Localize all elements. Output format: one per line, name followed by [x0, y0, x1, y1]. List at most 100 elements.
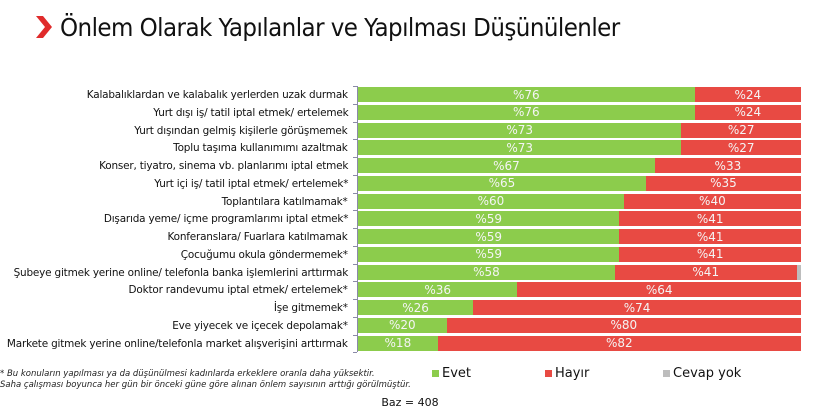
legend-item-hayir: Hayır: [545, 366, 589, 381]
stacked-bar: %26 %74: [358, 300, 801, 315]
sample-base: Baz = 408: [381, 396, 439, 409]
bar-segment-hayir: %82: [437, 335, 801, 351]
bar-segment-hayir: %40: [623, 193, 801, 209]
chevron-right-icon: [36, 16, 52, 38]
category-label: Yurt dışından gelmiş kişilerle görüşmeme…: [134, 123, 348, 137]
bar-segment-hayir: %27: [681, 140, 801, 156]
legend-label-hayir: Hayır: [555, 366, 590, 381]
legend-item-cevap-yok: Cevap yok: [663, 366, 741, 381]
bar-segment-evet: %18: [358, 335, 438, 351]
bar-segment-hayir: %41: [619, 229, 801, 244]
axis-tick: [353, 157, 357, 158]
category-label: Şubeye gitmek yerine online/ telefonla b…: [13, 265, 349, 279]
stacked-bar: %73 %27: [358, 122, 801, 138]
chart-row: Konferanslara/ Fuarlara katılmamak %59 %41: [0, 228, 820, 246]
chart-legend: Evet Hayır Cevap yok: [0, 366, 820, 382]
axis-tick: [353, 352, 357, 354]
stacked-bar: %67 %33: [358, 158, 801, 173]
axis-tick: [353, 245, 357, 247]
bar-segment-hayir: %33: [654, 158, 801, 173]
page-title: Önlem Olarak Yapılanlar ve Yapılması Düş…: [60, 12, 620, 42]
category-label: Yurt dışı iş/ tatil iptal etmek/ ertelem…: [152, 105, 348, 119]
axis-tick: [353, 174, 357, 176]
bar-segment-hayir: %27: [681, 122, 801, 138]
bar-segment-hayir: %41: [619, 211, 801, 227]
chart-row: Doktor randevumu iptal etmek/ ertelemek*…: [0, 281, 820, 299]
legend-swatch-cevap-yok: [663, 370, 670, 377]
legend-swatch-evet: [432, 370, 439, 377]
footnote-line-1: * Bu konuların yapılması ya da düşünülme…: [0, 369, 375, 379]
bar-segment-hayir: %24: [694, 104, 801, 120]
stacked-bar: %65 %35: [358, 175, 801, 191]
footnote: * Bu konuların yapılması ya da düşünülme…: [0, 369, 411, 391]
bar-segment-evet: %76: [358, 104, 695, 120]
chart-row: Toplu taşıma kullanımımı azaltmak %73 %27: [0, 139, 820, 157]
stacked-bar: %59 %41: [358, 211, 801, 227]
stacked-bar: %60 %40: [358, 193, 801, 209]
category-label: Markete gitmek yerine online/telefonla m…: [7, 336, 348, 350]
category-label: Konser, tiyatro, sinema vb. planlarımı i…: [98, 159, 348, 172]
axis-tick: [353, 210, 357, 212]
bar-segment-hayir: %64: [517, 282, 801, 298]
axis-tick: [353, 299, 357, 300]
chart-row: İşe gitmemek* %26 %74: [0, 299, 820, 317]
category-label: Kalabalıklardan ve kalabalık yerlerden u…: [86, 88, 348, 101]
stacked-bar: %59 %41: [358, 246, 801, 262]
bar-segment-hayir: %41: [619, 246, 801, 262]
bar-segment-evet: %59: [358, 246, 620, 262]
bar-segment-evet: %58: [358, 264, 615, 280]
category-label: Doktor randevumu iptal etmek/ ertelemek*: [128, 283, 348, 297]
bar-segment-cevap-yok: [796, 264, 801, 280]
category-label: Konferanslara/ Fuarlara katılmamak: [167, 230, 348, 243]
legend-item-evet: Evet: [432, 366, 471, 381]
category-label: Dışarıda yeme/ içme programlarımı iptal …: [103, 212, 349, 226]
axis-tick: [353, 121, 357, 123]
y-axis-line: [357, 86, 358, 352]
axis-tick: [353, 316, 357, 318]
chart-row: Markete gitmek yerine online/telefonla m…: [0, 335, 820, 353]
bar-segment-evet: %26: [358, 300, 474, 315]
bar-segment-hayir: %41: [614, 264, 797, 280]
bar-segment-hayir: %35: [645, 175, 801, 191]
legend-swatch-hayir: [545, 370, 552, 377]
chart-row: Yurt içi iş/ tatil iptal etmek/ erteleme…: [0, 175, 820, 193]
bar-segment-hayir: %80: [446, 317, 801, 333]
title-bar: Önlem Olarak Yapılanlar ve Yapılması Düş…: [36, 6, 668, 48]
category-label: Toplu taşıma kullanımımı azaltmak: [173, 141, 349, 155]
legend-label-cevap-yok: Cevap yok: [673, 366, 742, 381]
axis-tick: [353, 228, 357, 229]
legend-label-evet: Evet: [442, 366, 472, 381]
chart-row: Dışarıda yeme/ içme programlarımı iptal …: [0, 210, 820, 228]
axis-tick: [353, 281, 357, 283]
footnote-line-2: Saha çalışması boyunca her gün bir öncek…: [0, 380, 411, 390]
stacked-bar: %58 %41: [358, 264, 801, 280]
chart-row: Konser, tiyatro, sinema vb. planlarımı i…: [0, 157, 820, 175]
stacked-bar: %76 %24: [358, 104, 801, 120]
bar-segment-evet: %59: [358, 229, 620, 244]
category-label: Toplantılara katılmamak*: [222, 194, 348, 208]
axis-tick: [353, 334, 357, 336]
bar-segment-evet: %36: [358, 282, 518, 298]
axis-tick: [353, 139, 357, 141]
axis-tick: [353, 86, 357, 87]
bar-segment-evet: %65: [358, 175, 646, 191]
stacked-bar: %36 %64: [358, 282, 801, 298]
category-label: Yurt içi iş/ tatil iptal etmek/ erteleme…: [153, 176, 348, 190]
chart-row: Eve yiyecek ve içecek depolamak* %20 %80: [0, 317, 820, 335]
axis-tick: [353, 192, 357, 194]
chart-row: Yurt dışından gelmiş kişilerle görüşmeme…: [0, 122, 820, 140]
chart-row: Toplantılara katılmamak* %60 %40: [0, 193, 820, 211]
category-label: Eve yiyecek ve içecek depolamak*: [172, 318, 348, 332]
bar-segment-hayir: %24: [694, 87, 801, 102]
axis-tick: [353, 263, 357, 265]
stacked-bar: %18 %82: [358, 335, 801, 351]
bar-segment-hayir: %74: [473, 300, 801, 315]
chart-row: Yurt dışı iş/ tatil iptal etmek/ ertelem…: [0, 104, 820, 122]
category-label: Çocuğumu okula göndermemek*: [180, 247, 348, 261]
chart-row: Kalabalıklardan ve kalabalık yerlerden u…: [0, 86, 820, 104]
bar-segment-evet: %67: [358, 158, 655, 173]
stacked-bar: %73 %27: [358, 140, 801, 156]
bar-segment-evet: %20: [358, 317, 447, 333]
bar-segment-evet: %60: [358, 193, 624, 209]
bar-segment-evet: %73: [358, 122, 682, 138]
